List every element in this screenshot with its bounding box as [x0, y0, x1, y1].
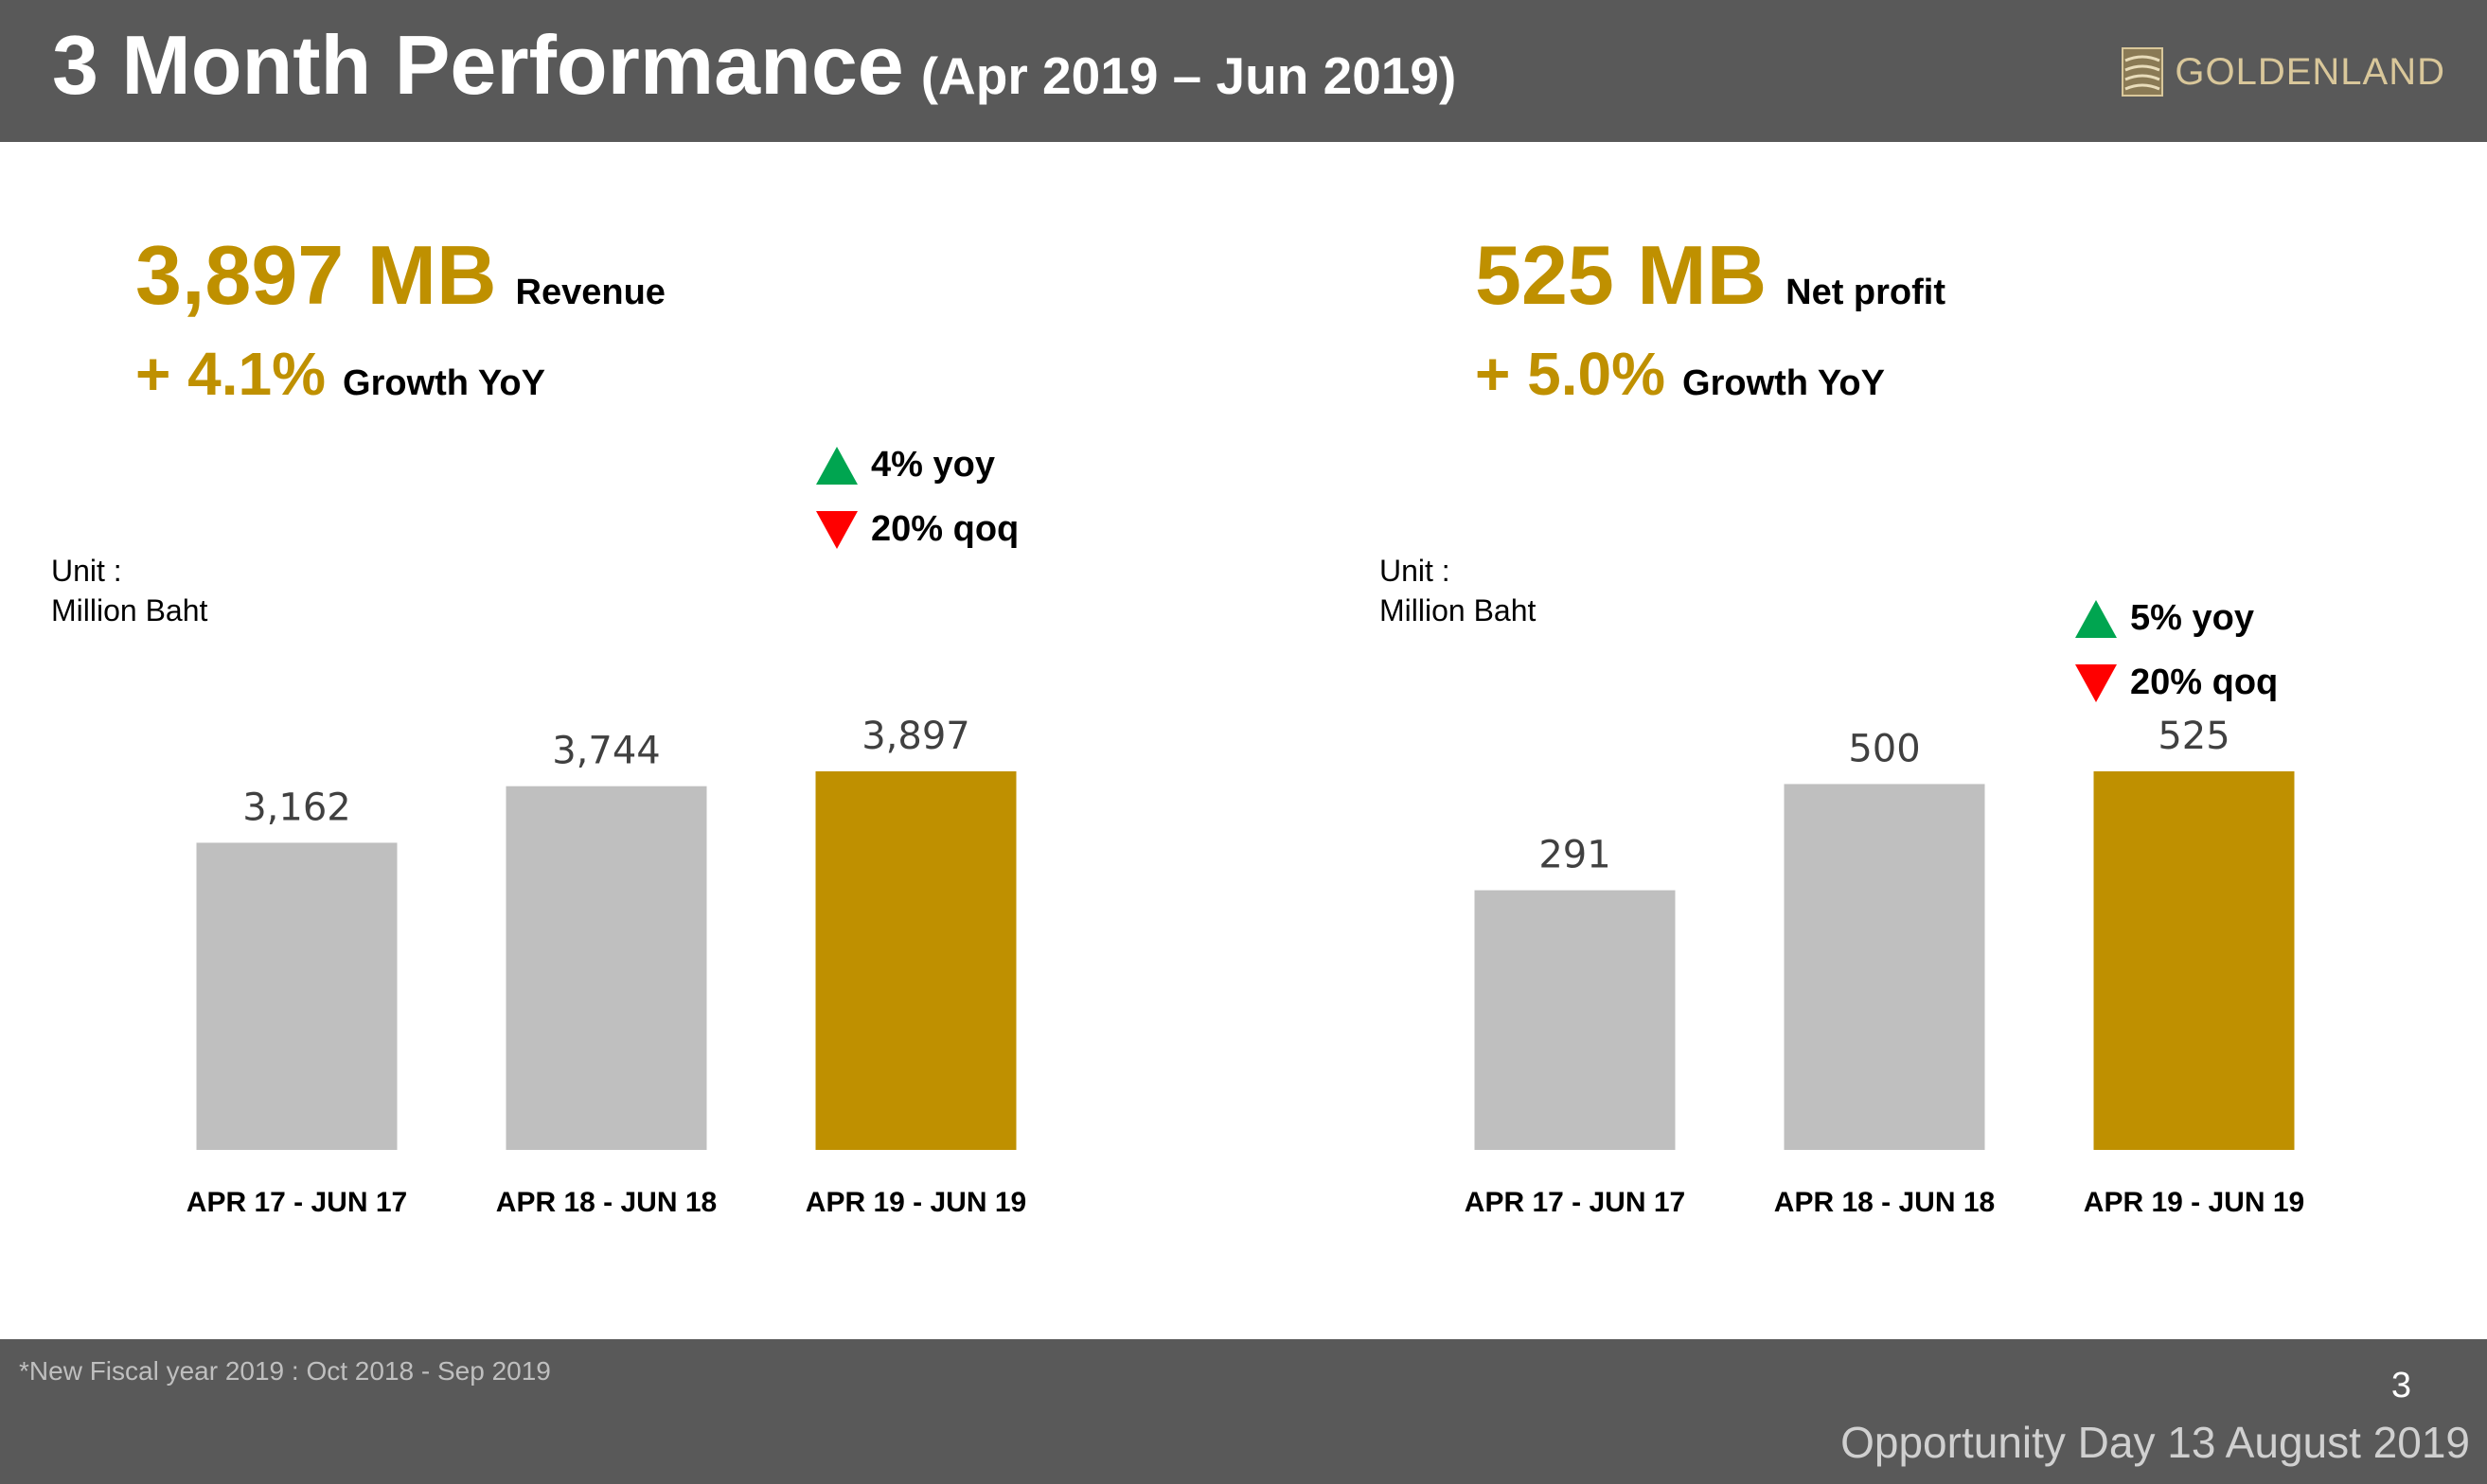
revenue-growth-value: + 4.1%	[135, 340, 327, 408]
revenue-growth-label: Growth YoY	[343, 363, 545, 403]
fiscal-year-note: *New Fiscal year 2019 : Oct 2018 - Sep 2…	[19, 1356, 551, 1386]
bar-3	[815, 771, 1017, 1150]
profit-unit-line2: Million Baht	[1379, 593, 1537, 627]
footer-bar: *New Fiscal year 2019 : Oct 2018 - Sep 2…	[0, 1339, 2487, 1484]
category-label: APR 18 - JUN 18	[496, 1187, 717, 1218]
up-arrow-icon	[816, 446, 858, 485]
revenue-kpi: 3,897 MB Revenue	[135, 227, 666, 324]
category-label: APR 19 - JUN 19	[806, 1187, 1026, 1218]
revenue-yoy-text: 4% yoy	[871, 445, 995, 485]
bar-3	[2093, 771, 2295, 1150]
revenue-unit: Unit : Million Baht	[51, 551, 207, 630]
profit-yoy-text: 5% yoy	[2130, 598, 2254, 638]
bar-value-label: 525	[2158, 715, 2229, 758]
profit-growth: + 5.0% Growth YoY	[1475, 339, 1885, 409]
profit-qoq-indicator: 20% qoq	[2075, 662, 2278, 703]
category-label: APR 17 - JUN 17	[187, 1187, 407, 1218]
page-title: 3 Month Performance (Apr 2019 – Jun 2019)	[52, 17, 1456, 114]
revenue-yoy-indicator: 4% yoy	[816, 445, 995, 486]
bar-value-label: 3,162	[242, 786, 351, 829]
revenue-qoq-indicator: 20% qoq	[816, 509, 1019, 550]
category-label: APR 17 - JUN 17	[1465, 1187, 1685, 1218]
revenue-unit-line2: Million Baht	[51, 593, 208, 627]
bar-value-label: 291	[1538, 834, 1610, 877]
goldenland-logo-icon	[2122, 47, 2164, 97]
category-label: APR 19 - JUN 19	[2084, 1187, 2304, 1218]
revenue-unit-line1: Unit :	[51, 554, 122, 588]
profit-bar-chart: 291 APR 17 - JUN 17 500 APR 18 - JUN 18 525 A…	[1465, 715, 2304, 1218]
revenue-bar-chart: 3,162 APR 17 - JUN 17 3,744 APR 18 - JUN 18…	[187, 715, 1026, 1218]
profit-unit: Unit : Million Baht	[1379, 551, 1536, 630]
bar-value-label: 500	[1848, 727, 1920, 770]
profit-label: Net profit	[1785, 273, 1946, 312]
bar-1	[1474, 890, 1676, 1150]
bar-2	[1784, 784, 1985, 1150]
down-arrow-icon	[2075, 663, 2117, 702]
profit-value: 525 MB	[1475, 228, 1768, 322]
profit-growth-value: + 5.0%	[1475, 340, 1666, 408]
logo-text: GOLDENLAND	[2175, 50, 2445, 93]
profit-qoq-text: 20% qoq	[2130, 662, 2279, 702]
event-name: Opportunity Day 13 August 2019	[1840, 1418, 2470, 1467]
company-logo: GOLDENLAND	[2122, 47, 2445, 97]
profit-yoy-indicator: 5% yoy	[2075, 598, 2254, 639]
profit-chart: 291 APR 17 - JUN 17 500 APR 18 - JUN 18 525 A…	[1420, 700, 2348, 1235]
revenue-qoq-text: 20% qoq	[871, 509, 1020, 549]
category-label: APR 18 - JUN 18	[1774, 1187, 1995, 1218]
title-main: 3 Month Performance	[52, 18, 904, 112]
profit-kpi: 525 MB Net profit	[1475, 227, 1945, 324]
profit-unit-line1: Unit :	[1379, 554, 1450, 588]
revenue-growth: + 4.1% Growth YoY	[135, 339, 545, 409]
bar-value-label: 3,744	[552, 730, 661, 773]
down-arrow-icon	[816, 510, 858, 549]
profit-growth-label: Growth YoY	[1682, 363, 1885, 403]
up-arrow-icon	[2075, 599, 2117, 638]
header-bar: 3 Month Performance (Apr 2019 – Jun 2019)…	[0, 0, 2487, 142]
revenue-value: 3,897 MB	[135, 228, 497, 322]
page-number: 3	[2390, 1366, 2411, 1405]
revenue-label: Revenue	[515, 273, 666, 312]
revenue-chart: 3,162 APR 17 - JUN 17 3,744 APR 18 - JUN 18…	[142, 700, 1070, 1235]
title-period: (Apr 2019 – Jun 2019)	[920, 46, 1457, 105]
bar-value-label: 3,897	[862, 715, 970, 758]
bar-1	[196, 842, 398, 1150]
bar-2	[506, 786, 707, 1150]
